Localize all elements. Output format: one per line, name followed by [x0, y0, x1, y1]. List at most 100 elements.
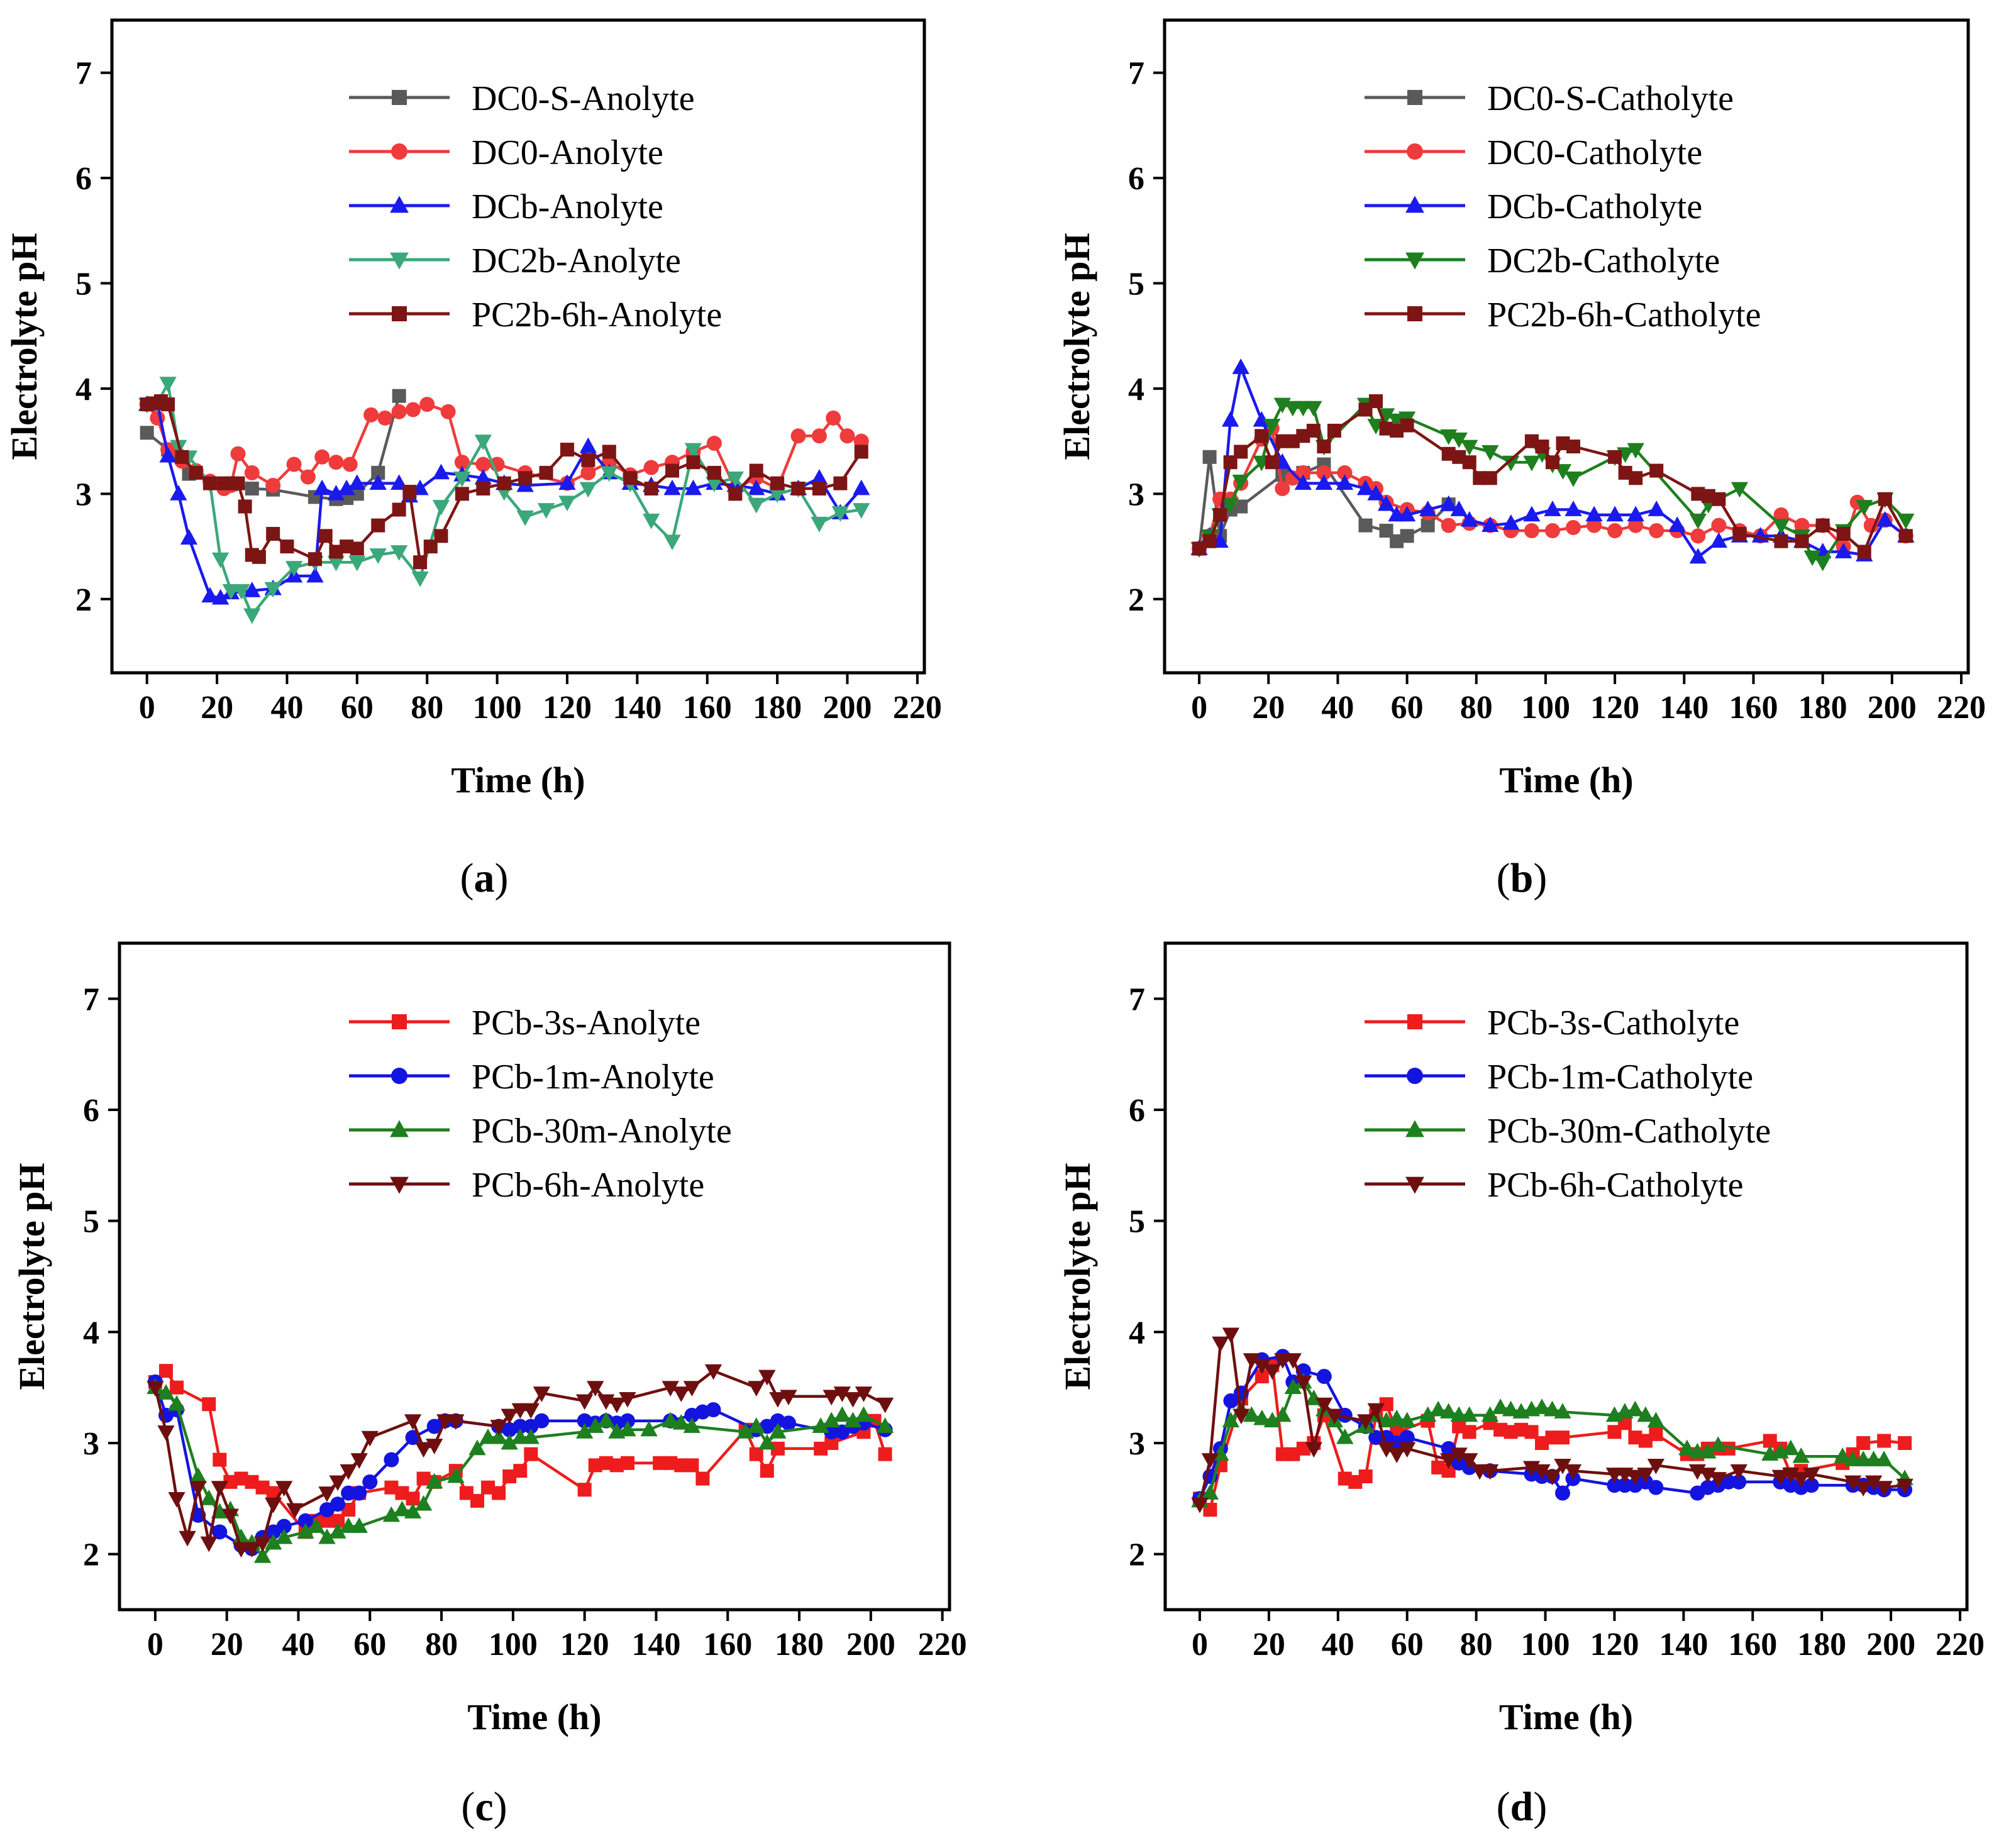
data-point: [780, 1390, 797, 1406]
data-point: [200, 1536, 218, 1552]
data-point: [1379, 421, 1393, 436]
data-point: [1316, 1369, 1332, 1384]
panel-label: (b): [1497, 855, 1548, 901]
legend-label: DC2b-Catholyte: [1487, 241, 1720, 280]
data-point: [300, 469, 316, 485]
data-point: [1461, 440, 1478, 456]
data-point: [1709, 1472, 1727, 1488]
x-tick-label: 220: [1937, 690, 1986, 726]
data-point: [481, 1480, 496, 1495]
data-point: [839, 428, 855, 444]
data-point: [663, 479, 681, 495]
data-point: [501, 1408, 518, 1425]
data-point: [1834, 1447, 1851, 1463]
data-point: [1648, 501, 1665, 516]
data-point: [512, 1419, 528, 1434]
data-point: [341, 1503, 356, 1517]
data-point: [1814, 555, 1832, 572]
data-point: [581, 453, 595, 467]
data-point: [432, 463, 450, 480]
data-point: [663, 1456, 678, 1470]
data-point: [476, 482, 490, 496]
x-tick-label: 120: [1590, 690, 1639, 726]
x-tick-label: 60: [341, 690, 374, 726]
data-point: [1524, 523, 1539, 538]
data-point: [811, 516, 828, 533]
data-point: [1305, 1442, 1322, 1458]
data-point: [1803, 550, 1821, 567]
data-point: [423, 539, 438, 554]
data-point: [1212, 1336, 1229, 1353]
data-point: [328, 455, 344, 470]
data-point: [653, 1456, 667, 1470]
data-point: [576, 1423, 594, 1439]
data-point: [1356, 479, 1375, 495]
data-point: [1450, 501, 1468, 516]
data-point: [706, 1402, 721, 1417]
data-point: [411, 571, 429, 587]
x-tick-label: 40: [270, 690, 303, 726]
data-point: [833, 1386, 851, 1402]
data-point: [1607, 1478, 1622, 1493]
data-point: [1440, 1403, 1458, 1419]
data-point: [1711, 517, 1727, 533]
data-point: [780, 1415, 796, 1431]
data-point: [770, 476, 785, 490]
data-point: [157, 1425, 175, 1441]
data-point: [1701, 489, 1715, 503]
data-point: [748, 1417, 765, 1433]
x-tick-label: 200: [822, 690, 872, 726]
data-point: [1877, 1434, 1891, 1448]
data-point: [1275, 481, 1290, 497]
data-point: [1689, 548, 1707, 564]
x-tick-label: 200: [846, 1627, 895, 1663]
x-tick-label: 20: [201, 690, 233, 726]
data-point: [1253, 1409, 1271, 1425]
x-tick-label: 140: [612, 690, 662, 726]
data-point: [1607, 523, 1623, 538]
data-point: [855, 1386, 873, 1402]
data-point: [1803, 1478, 1819, 1493]
data-point: [490, 1420, 507, 1436]
x-tick-label: 100: [473, 690, 522, 726]
legend-marker: [1407, 1014, 1422, 1029]
data-point: [1773, 507, 1789, 523]
data-point: [822, 1390, 840, 1406]
legend-entry: PCb-3s-Catholyte: [1365, 1004, 1739, 1043]
x-tick-label: 140: [631, 1627, 680, 1663]
data-point: [352, 1485, 367, 1501]
data-point: [579, 482, 597, 498]
x-tick-label: 200: [1866, 1627, 1915, 1663]
data-point: [459, 1486, 474, 1500]
legend-marker: [1407, 1068, 1423, 1084]
data-point: [619, 1420, 636, 1437]
data-point: [1388, 1409, 1405, 1425]
legend-label: PCb-30m-Catholyte: [1487, 1112, 1771, 1151]
x-tick-label: 100: [489, 1627, 538, 1663]
panel-label: (a): [460, 855, 509, 901]
data-point: [362, 1474, 378, 1490]
data-point: [749, 1447, 763, 1461]
data-point: [1554, 1458, 1571, 1475]
data-point: [1731, 1474, 1747, 1490]
data-point: [243, 608, 261, 624]
data-point: [1441, 446, 1456, 461]
legend-label: DCb-Anolyte: [472, 187, 663, 226]
data-point: [297, 1513, 313, 1529]
data-point: [811, 468, 828, 485]
series-PC2b-6h-Anolyte: [140, 394, 868, 570]
data-point: [1835, 543, 1853, 558]
data-point: [233, 584, 250, 600]
legend-label: PCb-6h-Catholyte: [1487, 1166, 1744, 1205]
legend-marker: [392, 1014, 407, 1029]
data-point: [1296, 429, 1310, 443]
data-point: [1202, 450, 1217, 464]
legend-label: DC0-Catholyte: [1487, 133, 1702, 172]
y-tick-label: 2: [1128, 582, 1144, 618]
x-tick-label: 120: [543, 690, 592, 726]
data-point: [1263, 1364, 1282, 1380]
data-point: [276, 1519, 292, 1534]
legend-label: DC0-S-Catholyte: [1487, 79, 1734, 118]
data-point: [1898, 529, 1913, 543]
legend-entry: DC2b-Anolyte: [349, 241, 681, 280]
